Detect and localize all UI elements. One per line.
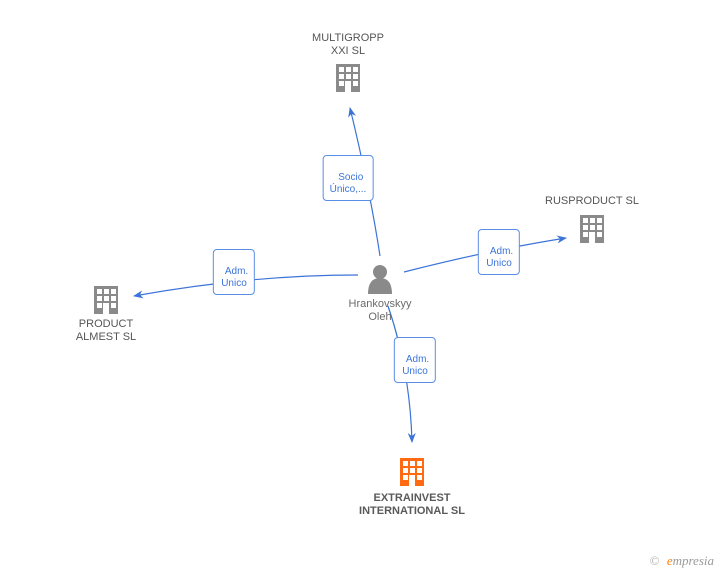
building-icon xyxy=(94,286,118,314)
node-label-center-person: Hrankovskyy Oleh xyxy=(320,298,440,324)
node-label-product-almest: PRODUCT ALMEST SL xyxy=(46,318,166,344)
edge-label-adm-unico: Adm.Unico xyxy=(478,229,520,275)
building-icon xyxy=(400,458,424,486)
node-label-multigropp: MULTIGROPP XXI SL xyxy=(288,32,408,58)
node-label-rusproduct: RUSPRODUCT SL xyxy=(532,195,652,208)
edge-label-socio-unico: SocioÚnico,... xyxy=(323,155,374,201)
copyright-symbol: © xyxy=(650,553,660,568)
edge-label-adm-unico: Adm.Unico xyxy=(213,249,255,295)
person-icon xyxy=(368,265,392,294)
brand-rest: mpresia xyxy=(673,553,714,568)
node-label-extrainvest: EXTRAINVEST INTERNATIONAL SL xyxy=(352,492,472,518)
building-icon xyxy=(580,215,604,243)
diagram-canvas xyxy=(0,0,728,575)
building-icon xyxy=(336,64,360,92)
footer-attribution: © empresia xyxy=(650,553,714,569)
edge-label-adm-unico: Adm.Unico xyxy=(394,337,436,383)
